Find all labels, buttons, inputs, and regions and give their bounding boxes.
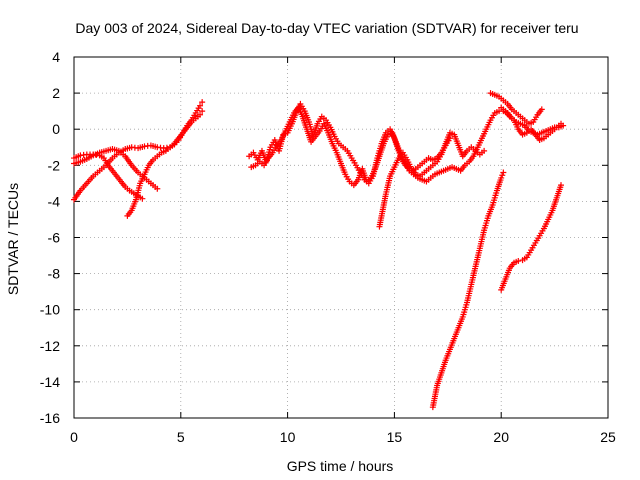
data-point — [139, 195, 146, 202]
y-tick-label: -14 — [40, 374, 60, 390]
y-tick-label: 0 — [52, 121, 60, 137]
y-tick-label: 2 — [52, 85, 60, 101]
y-tick-label: 4 — [52, 49, 60, 65]
data-point — [197, 102, 204, 109]
data-point — [199, 99, 206, 106]
y-tick-label: -4 — [48, 193, 61, 209]
grid-lines — [74, 57, 608, 418]
data-point — [199, 108, 206, 115]
data-point — [498, 174, 505, 181]
data-point — [197, 111, 204, 118]
data-point — [558, 182, 565, 189]
chart-title: Day 003 of 2024, Sidereal Day-to-day VTE… — [75, 20, 578, 36]
x-tick-label: 10 — [280, 429, 296, 445]
x-tick-label: 0 — [70, 429, 78, 445]
data-point — [481, 147, 488, 154]
y-tick-label: -16 — [40, 410, 60, 426]
data-point — [499, 172, 506, 179]
y-axis-label: SDTVAR / TECUs — [5, 183, 21, 295]
y-tick-label: -8 — [48, 266, 61, 282]
x-tick-label: 25 — [600, 429, 616, 445]
x-axis-label: GPS time / hours — [287, 458, 394, 474]
data-point — [154, 185, 161, 192]
y-tick-label: -2 — [48, 157, 61, 173]
data-point — [558, 120, 565, 127]
y-tick-label: -10 — [40, 302, 60, 318]
data-points — [71, 90, 567, 411]
y-tick-label: -12 — [40, 338, 60, 354]
x-tick-label: 15 — [387, 429, 403, 445]
tick-labels: 0 5 10 15 20 25 -16 -14 -12 -10 -8 -6 -4 -2 0 2 4 — [40, 49, 616, 445]
data-point — [538, 106, 545, 113]
y-tick-label: -6 — [48, 230, 61, 246]
x-tick-label: 20 — [493, 429, 509, 445]
data-point — [500, 169, 507, 176]
x-tick-label: 5 — [177, 429, 185, 445]
data-point — [515, 257, 522, 264]
axes — [73, 56, 609, 419]
